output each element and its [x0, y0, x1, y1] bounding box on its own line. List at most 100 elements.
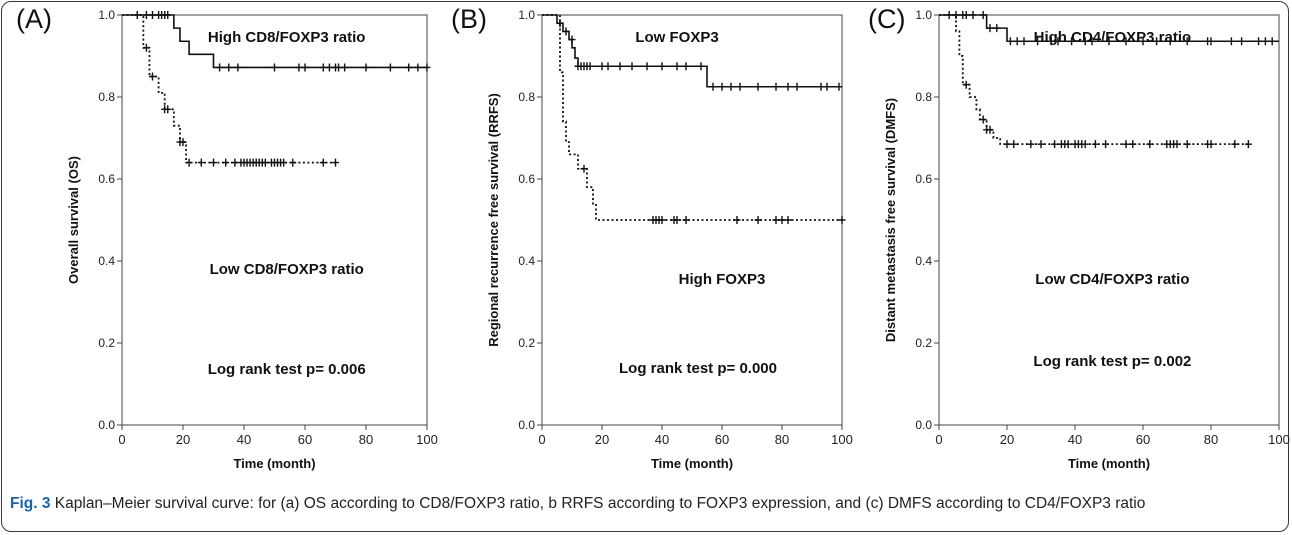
- censor-mark: [682, 62, 690, 71]
- censor-mark: [1003, 140, 1011, 149]
- annotation-text: Low FOXP3: [635, 29, 718, 46]
- censor-mark: [1088, 37, 1096, 46]
- censor-mark: [1091, 140, 1099, 149]
- censor-mark: [673, 216, 681, 224]
- censor-mark: [1207, 37, 1215, 46]
- x-tick-label: 20: [176, 432, 190, 447]
- censor-mark: [562, 27, 570, 36]
- x-axis-label: Time (month): [651, 456, 733, 471]
- censor-mark: [1173, 140, 1181, 149]
- y-tick-label: 1.0: [915, 8, 932, 22]
- censor-mark: [580, 164, 588, 173]
- y-tick-label: 1.0: [98, 8, 115, 22]
- x-tick-label: 60: [1136, 432, 1150, 447]
- y-tick-label: 0.8: [518, 90, 535, 104]
- annotation-text: Low CD4/FOXP3 ratio: [1035, 271, 1189, 288]
- censor-mark: [778, 216, 786, 224]
- censor-mark: [1207, 140, 1215, 149]
- km-panel-1: 0 20 40 60 80 100 0.0 0.2 0.4 0.6 0.8 1.0 Time (mont…: [66, 8, 438, 471]
- censor-mark: [979, 11, 987, 19]
- censor-mark: [1227, 37, 1235, 46]
- x-tick-label: 40: [1068, 432, 1082, 447]
- censor-mark: [772, 82, 780, 91]
- censor-mark: [754, 82, 762, 91]
- km-curve-solid: [122, 14, 427, 69]
- y-tick-label: 0.4: [98, 254, 115, 268]
- annotation-text: High FOXP3: [679, 271, 766, 288]
- censor-mark: [568, 35, 576, 44]
- censor-mark: [658, 216, 666, 224]
- censor-mark: [216, 63, 224, 72]
- panel-label-c: (C): [868, 4, 906, 34]
- annotation-text: Log rank test p= 0.000: [619, 360, 777, 377]
- censor-mark: [727, 82, 735, 91]
- x-tick-label: 100: [416, 432, 438, 447]
- censor-mark: [643, 62, 651, 71]
- y-tick-label: 0.6: [915, 172, 932, 186]
- x-tick-label: 60: [298, 432, 312, 447]
- censor-mark: [838, 216, 846, 224]
- plot-area-frame: [938, 14, 1280, 426]
- censor-mark: [335, 63, 343, 72]
- censor-mark: [1068, 37, 1076, 46]
- censor-mark: [784, 82, 792, 91]
- censor-mark: [234, 63, 242, 72]
- x-tick-label: 100: [1268, 432, 1290, 447]
- censor-mark: [1010, 140, 1018, 149]
- km-curve-solid: [542, 14, 842, 88]
- censor-mark: [1102, 140, 1110, 149]
- censor-mark: [1231, 140, 1239, 149]
- censor-mark: [1122, 140, 1130, 149]
- censor-mark: [709, 82, 717, 91]
- censor-mark: [962, 11, 970, 19]
- censor-mark: [1146, 140, 1154, 149]
- censor-mark: [362, 63, 370, 72]
- censor-mark: [993, 24, 1001, 33]
- censor-mark: [295, 63, 303, 72]
- censor-mark: [658, 62, 666, 71]
- censor-mark: [616, 62, 624, 71]
- y-axis-label: Overall survival (OS): [66, 156, 81, 284]
- censor-mark: [1255, 37, 1263, 46]
- censor-mark: [979, 115, 987, 124]
- censor-mark: [1238, 37, 1246, 46]
- censor-mark: [179, 138, 187, 147]
- censor-mark: [1064, 140, 1072, 149]
- censor-mark: [1006, 37, 1014, 46]
- censor-mark: [319, 158, 327, 167]
- censor-mark: [962, 80, 970, 89]
- censor-mark: [142, 43, 150, 52]
- censor-mark: [986, 125, 994, 134]
- km-panel-2: 0 20 40 60 80 100 0.0 0.2 0.4 0.6 0.8 1.0 Time (mont…: [486, 8, 853, 471]
- censor-mark: [823, 82, 831, 91]
- censor-mark: [423, 63, 431, 72]
- censor-mark: [1153, 37, 1161, 46]
- censor-mark: [1013, 37, 1021, 46]
- censor-mark: [325, 63, 333, 72]
- censor-mark: [1051, 140, 1059, 149]
- x-tick-label: 40: [655, 432, 669, 447]
- censor-mark: [332, 158, 339, 167]
- censor-mark: [604, 62, 612, 71]
- y-tick-label: 0.8: [98, 90, 115, 104]
- censor-mark: [1166, 37, 1174, 46]
- censor-mark: [231, 158, 239, 167]
- censor-mark: [301, 63, 309, 72]
- censor-mark: [835, 82, 843, 91]
- censor-mark: [628, 62, 636, 71]
- censor-mark: [405, 63, 413, 72]
- y-tick-label: 0.0: [98, 418, 115, 432]
- censor-mark: [1244, 140, 1252, 149]
- y-axis-label: Regional recurrence free survival (RRFS): [486, 93, 501, 347]
- censor-mark: [969, 11, 977, 19]
- annotation-text: High CD4/FOXP3 ratio: [1034, 29, 1192, 46]
- censor-mark: [1081, 37, 1089, 46]
- x-tick-label: 0: [538, 432, 545, 447]
- km-panel-3: 0 20 40 60 80 100 0.0 0.2 0.4 0.6 0.8 1.0 Time (mont…: [883, 8, 1290, 471]
- censor-mark: [697, 62, 705, 71]
- censor-mark: [1122, 37, 1130, 46]
- censor-mark: [149, 11, 156, 19]
- censor-mark: [1129, 140, 1137, 149]
- censor-mark: [280, 158, 288, 167]
